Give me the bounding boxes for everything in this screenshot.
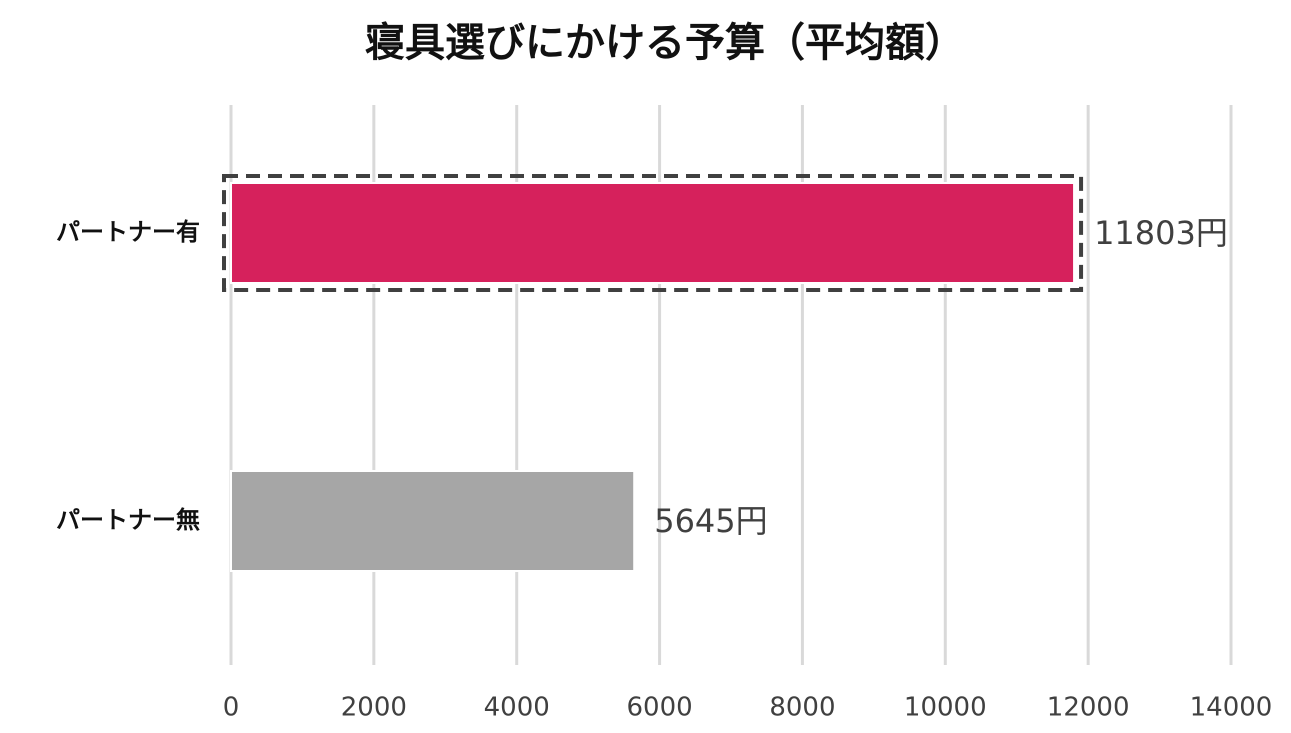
x-tick-label: 0: [223, 693, 240, 723]
x-tick-label: 6000: [626, 693, 692, 723]
category-label: パートナー無: [56, 506, 200, 534]
x-tick-label: 10000: [904, 693, 987, 723]
chart-title: 寝具選びにかける予算（平均額）: [365, 20, 965, 66]
category-label: パートナー有: [56, 218, 200, 246]
x-tick-label: 12000: [1047, 693, 1130, 723]
bar: [230, 182, 1076, 284]
x-tick-label: 14000: [1190, 693, 1273, 723]
highlight-box: [222, 174, 1084, 292]
x-tick-label: 2000: [341, 693, 407, 723]
value-label: 11803円: [1094, 214, 1228, 252]
value-label: 5645円: [654, 502, 767, 540]
x-tick-label: 8000: [769, 693, 835, 723]
x-tick-label: 4000: [484, 693, 550, 723]
bar: [230, 470, 636, 572]
